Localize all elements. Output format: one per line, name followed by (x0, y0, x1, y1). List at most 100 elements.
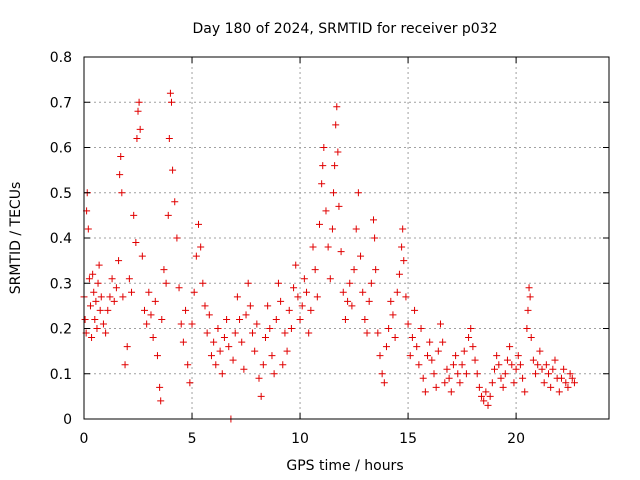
data-point (195, 220, 203, 228)
data-point (469, 343, 477, 351)
data-point (527, 334, 535, 342)
data-point (516, 361, 524, 369)
data-point (164, 211, 172, 219)
data-point (445, 374, 453, 382)
data-point (471, 356, 479, 364)
data-point (417, 325, 425, 332)
data-point (110, 297, 118, 305)
data-point (371, 234, 379, 242)
data-point (551, 356, 559, 364)
data-point (406, 352, 414, 360)
data-point (475, 383, 483, 391)
data-point (493, 352, 501, 360)
data-point (452, 352, 460, 360)
data-point (233, 293, 241, 301)
data-point (555, 388, 563, 396)
data-point (499, 383, 507, 391)
data-point (296, 315, 304, 323)
data-point (121, 361, 129, 369)
data-point (203, 329, 211, 337)
data-point (536, 347, 544, 355)
data-point (184, 361, 192, 369)
data-point (514, 352, 522, 360)
data-point (143, 320, 151, 328)
data-point (465, 334, 473, 342)
data-point (223, 315, 231, 323)
axis-ticks (83, 56, 609, 420)
data-point (322, 207, 330, 215)
data-point (102, 329, 110, 337)
data-point (415, 361, 423, 369)
data-point (270, 370, 278, 378)
data-point (188, 320, 196, 328)
data-point (326, 275, 334, 283)
data-point (482, 388, 490, 396)
data-point (85, 275, 93, 283)
y-axis-label: SRMTID / TECUs (8, 182, 24, 295)
data-point (439, 338, 447, 346)
data-point (92, 297, 100, 305)
data-point (283, 347, 291, 355)
data-point (361, 315, 369, 323)
data-point (478, 392, 486, 400)
data-point (274, 279, 282, 287)
data-point (268, 352, 276, 360)
data-point (246, 302, 254, 310)
y-tick-label: 0.1 (50, 367, 72, 383)
data-point (497, 374, 505, 382)
data-point (281, 329, 289, 337)
data-points (80, 89, 578, 423)
data-point (460, 347, 468, 355)
data-point (486, 392, 494, 400)
data-point (328, 225, 336, 233)
data-point (290, 284, 298, 292)
x-tick-label: 0 (80, 431, 89, 447)
data-point (419, 374, 427, 382)
data-point (529, 356, 537, 364)
data-point (524, 306, 532, 314)
data-point (138, 252, 146, 260)
data-point (175, 284, 183, 292)
data-point (357, 252, 365, 260)
data-point (346, 279, 354, 287)
data-point (400, 257, 408, 265)
data-point (454, 370, 462, 378)
data-point (160, 266, 168, 274)
data-point (251, 347, 259, 355)
y-tick-label: 0.5 (50, 186, 72, 202)
data-point (149, 334, 157, 342)
data-point (236, 315, 244, 323)
data-point (313, 293, 321, 301)
data-point (480, 397, 488, 405)
data-point (399, 225, 407, 233)
data-point (462, 370, 470, 378)
data-point (382, 343, 390, 351)
data-point (84, 225, 92, 233)
x-axis-label: GPS time / hours (286, 458, 403, 474)
data-point (426, 338, 434, 346)
data-point (95, 261, 103, 269)
data-point (320, 144, 328, 151)
data-point (374, 329, 382, 337)
data-point (404, 320, 412, 328)
data-point (86, 302, 94, 310)
data-point (145, 288, 153, 296)
data-point (294, 293, 302, 301)
data-point (151, 297, 159, 305)
data-point (162, 279, 170, 287)
data-point (333, 103, 341, 111)
data-point (179, 338, 187, 346)
data-point (108, 275, 116, 283)
data-point (190, 288, 198, 296)
data-point (315, 220, 323, 228)
data-point (395, 270, 403, 278)
data-point (503, 356, 511, 364)
data-point (116, 171, 124, 179)
data-point (547, 383, 555, 391)
data-point (365, 297, 373, 305)
data-point (156, 383, 164, 391)
data-point (413, 343, 421, 351)
data-point (508, 361, 516, 369)
data-point (147, 311, 155, 319)
data-point (534, 361, 542, 369)
